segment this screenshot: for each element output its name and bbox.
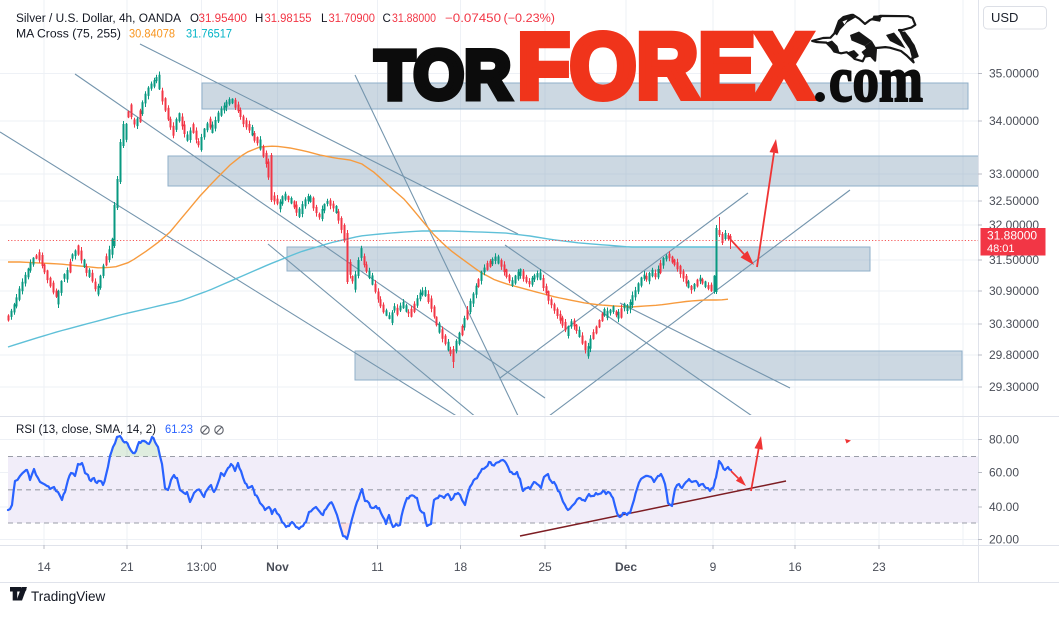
svg-text:Silver / U.S. Dollar, 4h, OAND: Silver / U.S. Dollar, 4h, OANDA bbox=[16, 13, 181, 25]
svg-text:25: 25 bbox=[538, 560, 552, 574]
svg-text:29.80000: 29.80000 bbox=[989, 348, 1039, 362]
svg-text:23: 23 bbox=[872, 560, 886, 574]
svg-text:9: 9 bbox=[710, 560, 717, 574]
svg-text:TradingView: TradingView bbox=[31, 589, 106, 604]
svg-text:80.00: 80.00 bbox=[989, 433, 1019, 447]
svg-text:31.76517: 31.76517 bbox=[186, 29, 232, 41]
svg-text:O: O bbox=[190, 13, 199, 25]
svg-text:RSI (13, close, SMA, 14, 2): RSI (13, close, SMA, 14, 2) bbox=[16, 424, 156, 436]
svg-text:31.98155: 31.98155 bbox=[265, 13, 312, 25]
svg-text:11: 11 bbox=[371, 560, 384, 574]
svg-text:L: L bbox=[321, 13, 328, 25]
svg-text:21: 21 bbox=[120, 560, 134, 574]
svg-text:13:00: 13:00 bbox=[186, 560, 216, 574]
svg-text:31.50000: 31.50000 bbox=[989, 253, 1039, 267]
svg-text:16: 16 bbox=[788, 560, 802, 574]
svg-text:35.00000: 35.00000 bbox=[989, 67, 1039, 81]
svg-text:20.00: 20.00 bbox=[989, 533, 1019, 547]
svg-text:30.30000: 30.30000 bbox=[989, 317, 1039, 331]
svg-text:40.00: 40.00 bbox=[989, 500, 1019, 514]
svg-text:31.95400: 31.95400 bbox=[199, 13, 248, 25]
svg-text:32.50000: 32.50000 bbox=[989, 194, 1039, 208]
svg-text:48:01: 48:01 bbox=[987, 243, 1015, 255]
svg-text:Nov: Nov bbox=[266, 560, 289, 574]
svg-text:30.84078: 30.84078 bbox=[129, 29, 175, 41]
svg-text:31.88000: 31.88000 bbox=[392, 13, 436, 25]
svg-text:30.90000: 30.90000 bbox=[989, 284, 1039, 298]
svg-text:TOR: TOR bbox=[375, 37, 511, 114]
svg-text:29.30000: 29.30000 bbox=[989, 380, 1039, 394]
svg-text:Dec: Dec bbox=[615, 560, 637, 574]
svg-text:MA Cross (75, 255): MA Cross (75, 255) bbox=[16, 29, 121, 41]
svg-text:31.70900: 31.70900 bbox=[329, 13, 376, 25]
svg-text:H: H bbox=[255, 13, 263, 25]
svg-text:USD: USD bbox=[991, 10, 1018, 25]
svg-text:−0.07450: −0.07450 bbox=[445, 13, 501, 25]
svg-text:61.23: 61.23 bbox=[165, 424, 193, 436]
svg-text:31.88000: 31.88000 bbox=[987, 229, 1037, 243]
svg-text:18: 18 bbox=[454, 560, 468, 574]
svg-text:33.00000: 33.00000 bbox=[989, 167, 1039, 181]
svg-text:34.00000: 34.00000 bbox=[989, 114, 1039, 128]
svg-text:(−0.23%): (−0.23%) bbox=[504, 13, 556, 25]
svg-text:60.00: 60.00 bbox=[989, 466, 1019, 480]
svg-text:14: 14 bbox=[37, 560, 51, 574]
svg-text:FOREX: FOREX bbox=[518, 16, 813, 118]
svg-text:C: C bbox=[383, 13, 391, 25]
